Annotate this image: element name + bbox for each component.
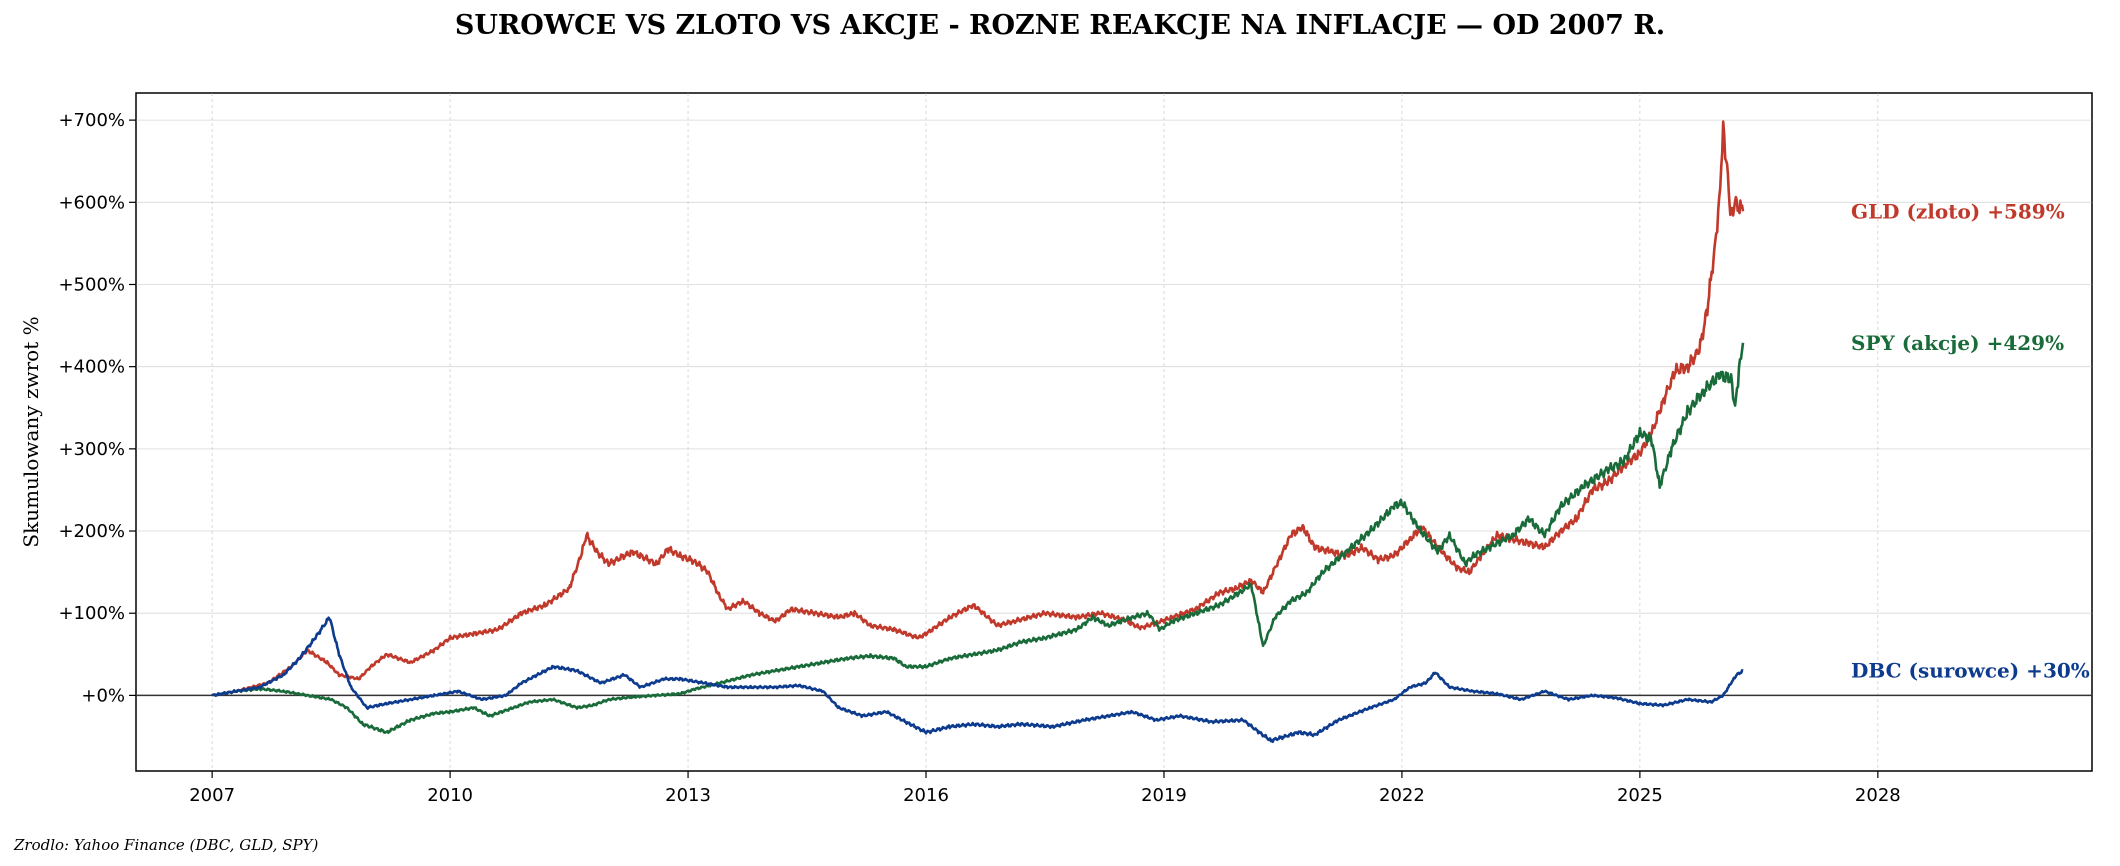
x-tick-label: 2028: [1855, 785, 1901, 806]
x-tick-label: 2019: [1141, 785, 1187, 806]
series-line-dbc-surowce: [211, 616, 1744, 743]
x-tick-label: 2007: [189, 785, 235, 806]
end-labels: GLD (zloto) +589% SPY (akcje) +429% DBC (s…: [1851, 199, 2090, 682]
y-tick-label: +600%: [58, 192, 125, 213]
plot-frame: [135, 92, 2093, 772]
series-layer: [211, 120, 1745, 743]
y-tick-label: +0%: [81, 685, 125, 706]
y-tick-label: +300%: [58, 439, 125, 460]
y-tick-label: +100%: [58, 603, 125, 624]
x-tick-label: 2010: [427, 785, 473, 806]
source-note: Zrodlo: Yahoo Finance (DBC, GLD, SPY): [13, 836, 318, 854]
y-tick-label: +700%: [58, 110, 125, 131]
y-tick-label: +400%: [58, 357, 125, 378]
end-label-gld-zloto: GLD (zloto) +589%: [1851, 199, 2065, 223]
y-tick-label: +500%: [58, 274, 125, 295]
y-axis-label: Skumulowany zwrot %: [19, 316, 43, 547]
end-label-spy-akcje: SPY (akcje) +429%: [1851, 331, 2064, 355]
chart-title: SUROWCE VS ZLOTO VS AKCJE - ROZNE REAKCJ…: [455, 10, 1665, 41]
x-tick-label: 2013: [665, 785, 711, 806]
y-tick-label: +200%: [58, 521, 125, 542]
y-axis: +0% +100% +200% +300% +400% +500% +600% +700%: [58, 110, 136, 706]
end-label-dbc-surowce: DBC (surowce) +30%: [1851, 659, 2090, 683]
series-line-spy-akcje: [211, 342, 1745, 735]
x-tick-label: 2016: [903, 785, 949, 806]
x-axis: 2007 2010 2013 2016 2019 2022 2025 2028: [189, 771, 1901, 806]
x-tick-label: 2022: [1379, 785, 1425, 806]
x-tick-label: 2025: [1617, 785, 1663, 806]
